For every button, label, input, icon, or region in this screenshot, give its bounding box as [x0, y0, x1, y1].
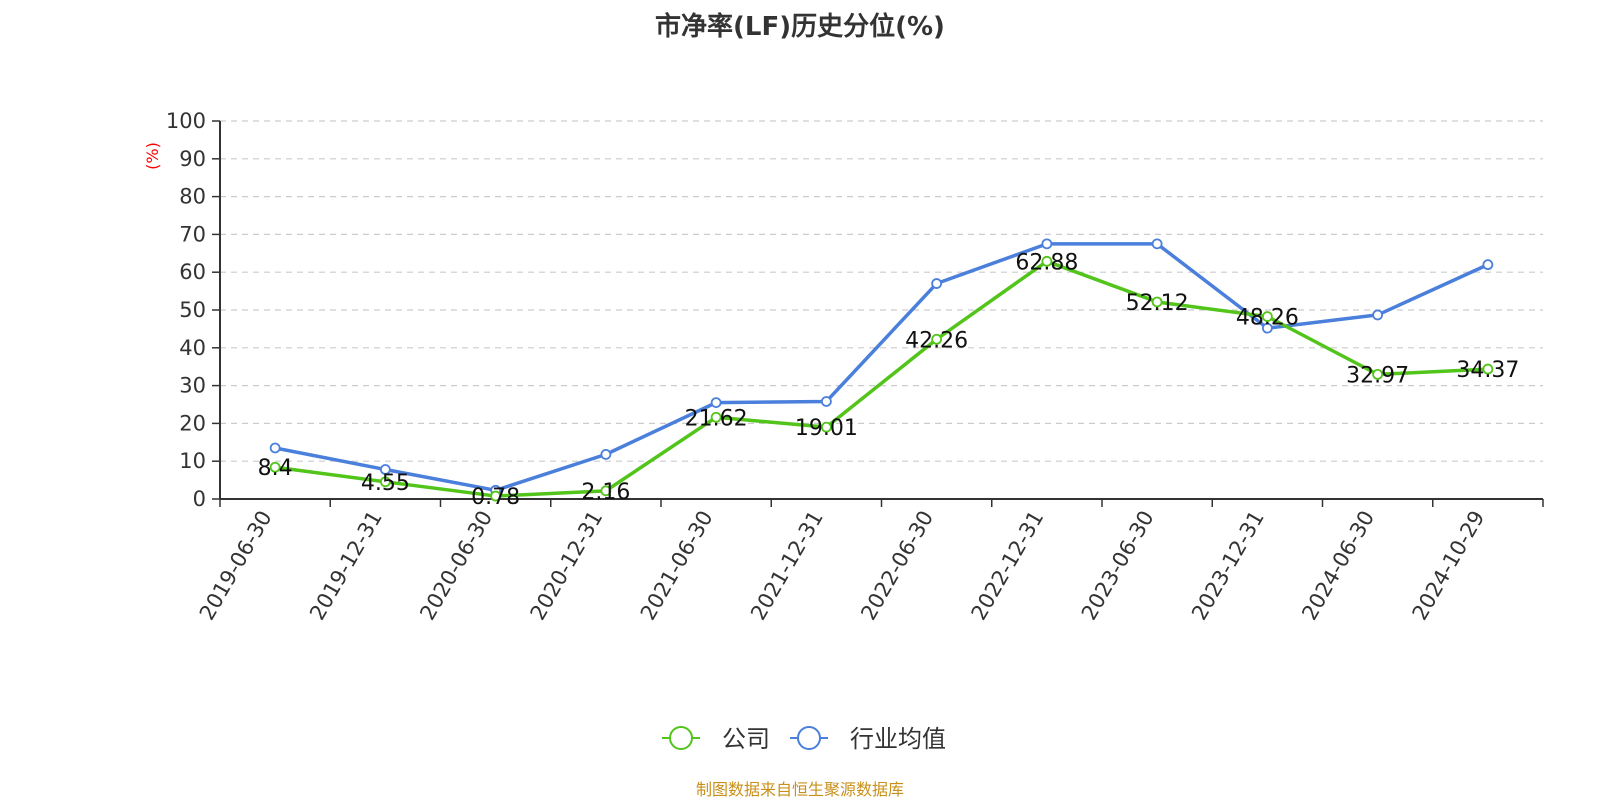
y-tick-label: 40	[179, 336, 206, 360]
data-point-company[interactable]	[931, 333, 943, 345]
data-point-industry-average[interactable]	[931, 278, 943, 289]
chart-title: 市净率(LF)历史分位(%)	[655, 12, 945, 42]
data-point-industry-average[interactable]	[1041, 238, 1053, 250]
data-point-company[interactable]	[1372, 368, 1384, 380]
x-tick-label: 2022-06-30	[856, 507, 938, 625]
data-point-industry-average[interactable]	[1482, 259, 1494, 271]
legend-marker-icon	[669, 726, 693, 750]
data-source-note: 制图数据来自恒生聚源数据库	[695, 780, 904, 799]
line-chart: 0 10 20 30 40 50 60 70 80 90 100 2019-06-30 2019-12-…	[143, 109, 1544, 753]
data-point-industry-average[interactable]	[379, 464, 391, 475]
data-label: 4.55	[361, 471, 410, 496]
legend-label: 行业均值	[850, 725, 946, 753]
y-tick-label: 50	[179, 298, 206, 322]
data-point-industry-average[interactable]	[1151, 238, 1163, 250]
data-label: 0.78	[471, 485, 520, 510]
data-label: 19.01	[795, 416, 858, 441]
legend-item-company[interactable]: 公司	[662, 725, 770, 753]
y-tick-label: 100	[166, 109, 206, 133]
data-point-industry-average[interactable]	[1261, 322, 1273, 334]
data-label: 34.37	[1456, 358, 1519, 383]
gridlines	[220, 120, 1543, 462]
data-point-company[interactable]	[1041, 255, 1053, 267]
data-label: 32.97	[1346, 363, 1409, 388]
data-point-industry-average[interactable]	[269, 442, 281, 454]
legend-item-industry-average[interactable]: 行业均值	[790, 725, 946, 753]
series-lines	[269, 238, 1494, 502]
data-point-industry-average[interactable]	[600, 448, 612, 460]
y-tick-label: 70	[179, 222, 206, 246]
data-point-industry-average[interactable]	[710, 397, 722, 409]
data-point-company[interactable]	[1151, 296, 1163, 308]
data-point-company[interactable]	[600, 485, 612, 497]
y-tick-label: 20	[179, 411, 206, 435]
data-label: 21.62	[685, 406, 748, 431]
y-axis-label: (%)	[143, 142, 162, 170]
x-tick-label: 2022-12-31	[967, 507, 1049, 625]
data-label: 42.26	[905, 328, 968, 353]
data-point-company[interactable]	[269, 461, 281, 473]
x-tick-label: 2021-06-30	[636, 507, 718, 625]
x-tick-label: 2023-06-30	[1077, 507, 1159, 625]
axes: 0 10 20 30 40 50 60 70 80 90 100 2019-06-30 2019-12-…	[166, 109, 1544, 625]
data-point-company[interactable]	[1482, 363, 1494, 375]
x-tick-label: 2023-12-31	[1187, 507, 1269, 625]
data-point-industry-average[interactable]	[820, 396, 832, 407]
data-point-company[interactable]	[1261, 311, 1273, 322]
y-tick-label: 80	[179, 185, 206, 209]
legend[interactable]: 公司 行业均值	[662, 725, 946, 753]
series-line-company	[274, 259, 1488, 498]
series-line-industry-average	[274, 242, 1489, 493]
x-tick-label: 2024-06-30	[1297, 507, 1379, 625]
x-tick-label: 2019-06-30	[195, 507, 277, 625]
legend-marker-icon	[797, 726, 821, 750]
y-tick-label: 90	[179, 147, 206, 171]
x-tick-label: 2020-06-30	[415, 507, 497, 625]
y-tick-label: 10	[179, 449, 206, 473]
y-tick-label: 30	[179, 374, 206, 398]
x-tick-label: 2020-12-31	[526, 507, 608, 625]
data-labels: 8.4 4.55 0.78 2.16 21.62 19.01 42.26 62.88 52.12…	[258, 250, 1520, 510]
legend-label: 公司	[722, 725, 770, 753]
data-point-industry-average[interactable]	[1372, 309, 1384, 321]
data-point-company[interactable]	[379, 476, 391, 488]
y-tick-label: 0	[193, 487, 206, 511]
x-tick-label: 2019-12-31	[305, 507, 387, 625]
data-point-company[interactable]	[710, 411, 722, 423]
data-label: 62.88	[1015, 250, 1078, 275]
data-label: 2.16	[581, 480, 630, 505]
data-point-company[interactable]	[490, 490, 502, 502]
data-point-company[interactable]	[820, 421, 832, 433]
x-tick-label: 2021-12-31	[746, 507, 828, 625]
x-tick-label: 2024-10-29	[1408, 507, 1490, 625]
data-label: 48.26	[1236, 306, 1299, 331]
data-label: 8.4	[258, 456, 293, 481]
y-tick-label: 60	[179, 260, 206, 284]
data-label: 52.12	[1126, 291, 1189, 316]
